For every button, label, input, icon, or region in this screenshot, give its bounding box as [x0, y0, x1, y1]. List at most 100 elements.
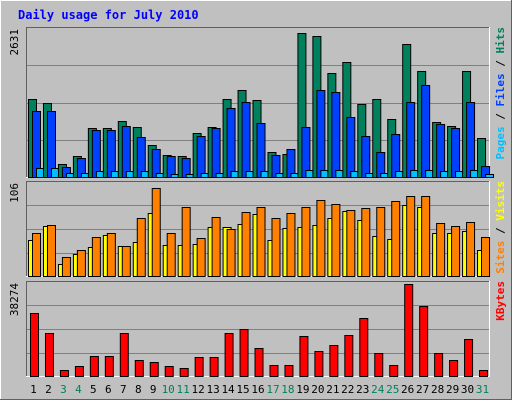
- bar-kbytes: [134, 360, 144, 377]
- legend-item: Hits: [494, 27, 507, 54]
- bar-kbytes: [239, 329, 249, 377]
- bar-kbytes: [74, 366, 84, 377]
- bar-files: [196, 136, 206, 178]
- bar-kbytes: [269, 365, 279, 377]
- bar-kbytes: [329, 345, 339, 377]
- bar-sites: [121, 246, 131, 277]
- x-tick-label: 4: [75, 383, 82, 396]
- x-tick-label: 16: [251, 383, 264, 396]
- bar-sites: [301, 207, 311, 277]
- bar-sites: [211, 217, 221, 277]
- x-tick-label: 21: [326, 383, 339, 396]
- bar-sites: [466, 222, 476, 277]
- bar-files: [46, 111, 56, 178]
- bar-kbytes: [44, 333, 54, 377]
- x-tick-label: 25: [386, 383, 399, 396]
- bar-sites: [106, 233, 116, 277]
- bar-kbytes: [89, 356, 99, 377]
- panel-kbytes: 38274 KBytes: [8, 281, 507, 377]
- x-tick-label: 8: [135, 383, 142, 396]
- bar-pages: [485, 174, 495, 178]
- x-tick-label: 1: [30, 383, 37, 396]
- x-tick-label: 29: [446, 383, 459, 396]
- bar-kbytes: [179, 368, 189, 377]
- x-tick-label: 3: [60, 383, 67, 396]
- x-tick-label: 18: [281, 383, 294, 396]
- bar-kbytes: [30, 313, 39, 377]
- bar-sites: [196, 238, 206, 277]
- bar-sites: [391, 201, 401, 277]
- bar-files: [361, 136, 371, 178]
- bar-files: [466, 102, 476, 178]
- legend-item: KBytes: [494, 281, 507, 321]
- x-axis-labels: 1 2 3 4 5 6 7 8 9 10 11 12 13 14 15 16 17 18 19 20 21 22 23 24 2…: [30, 383, 489, 396]
- bar-kbytes: [434, 353, 444, 377]
- bar-kbytes: [464, 339, 474, 377]
- x-tick-label: 20: [311, 383, 324, 396]
- bar-sites: [32, 233, 41, 277]
- x-tick-label: 10: [162, 383, 175, 396]
- legend-item: /: [494, 54, 507, 74]
- y-max-label: 38274: [8, 283, 21, 316]
- x-tick-label: 11: [177, 383, 190, 396]
- bar-kbytes: [389, 365, 399, 377]
- x-tick-label: 26: [401, 383, 414, 396]
- bar-sites: [46, 225, 56, 277]
- legend-item: Pages: [494, 126, 507, 159]
- bar-kbytes: [449, 360, 459, 377]
- bar-kbytes: [119, 333, 129, 377]
- x-tick-label: 28: [431, 383, 444, 396]
- bar-kbytes: [224, 333, 234, 377]
- bar-sites: [346, 210, 356, 277]
- bar-kbytes: [149, 362, 159, 377]
- bar-sites: [376, 207, 386, 277]
- bar-kbytes: [479, 370, 489, 377]
- panel-hits-files-pages: 2631 Pages / Files / Hits: [8, 27, 507, 178]
- bar-sites: [91, 237, 101, 277]
- bar-files: [241, 102, 251, 178]
- bar-files: [451, 128, 461, 178]
- x-tick-label: 14: [221, 383, 235, 396]
- x-tick-label: 2: [45, 383, 52, 396]
- x-tick-label: 27: [416, 383, 429, 396]
- bar-files: [256, 123, 266, 178]
- legend-item: /: [494, 221, 507, 241]
- x-tick-label: 17: [266, 383, 279, 396]
- legend-item: /: [494, 107, 507, 127]
- bar-files: [436, 124, 446, 178]
- x-tick-label: 24: [371, 383, 385, 396]
- x-tick-label: 7: [120, 383, 127, 396]
- bar-sites: [331, 204, 341, 277]
- bar-sites: [481, 237, 491, 277]
- bar-sites: [76, 250, 86, 277]
- bar-sites: [181, 207, 191, 277]
- x-tick-label: 22: [341, 383, 354, 396]
- bar-files: [106, 130, 116, 178]
- bar-kbytes: [314, 351, 324, 377]
- bar-sites: [256, 207, 266, 277]
- x-tick-label: 31: [476, 383, 489, 396]
- bar-sites: [226, 229, 236, 277]
- bar-sites: [436, 223, 446, 277]
- legend: Pages / Files / Hits: [494, 27, 507, 160]
- bar-files: [346, 117, 356, 178]
- x-tick-label: 23: [356, 383, 369, 396]
- bar-files: [331, 92, 341, 178]
- y-max-label: 106: [8, 183, 21, 203]
- x-tick-label: 9: [150, 383, 157, 396]
- bar-kbytes: [104, 356, 114, 377]
- bar-kbytes: [344, 335, 354, 377]
- bar-sites: [361, 208, 371, 277]
- bar-files: [91, 130, 101, 178]
- x-tick-label: 13: [206, 383, 219, 396]
- x-tick-label: 6: [105, 383, 112, 396]
- bar-files: [211, 128, 221, 178]
- bar-kbytes: [59, 370, 69, 377]
- bar-sites: [286, 213, 296, 277]
- bar-kbytes: [254, 348, 264, 377]
- x-tick-label: 15: [236, 383, 249, 396]
- bar-kbytes: [209, 357, 219, 377]
- y-max-label: 2631: [8, 29, 21, 56]
- legend-item: Files: [494, 73, 507, 106]
